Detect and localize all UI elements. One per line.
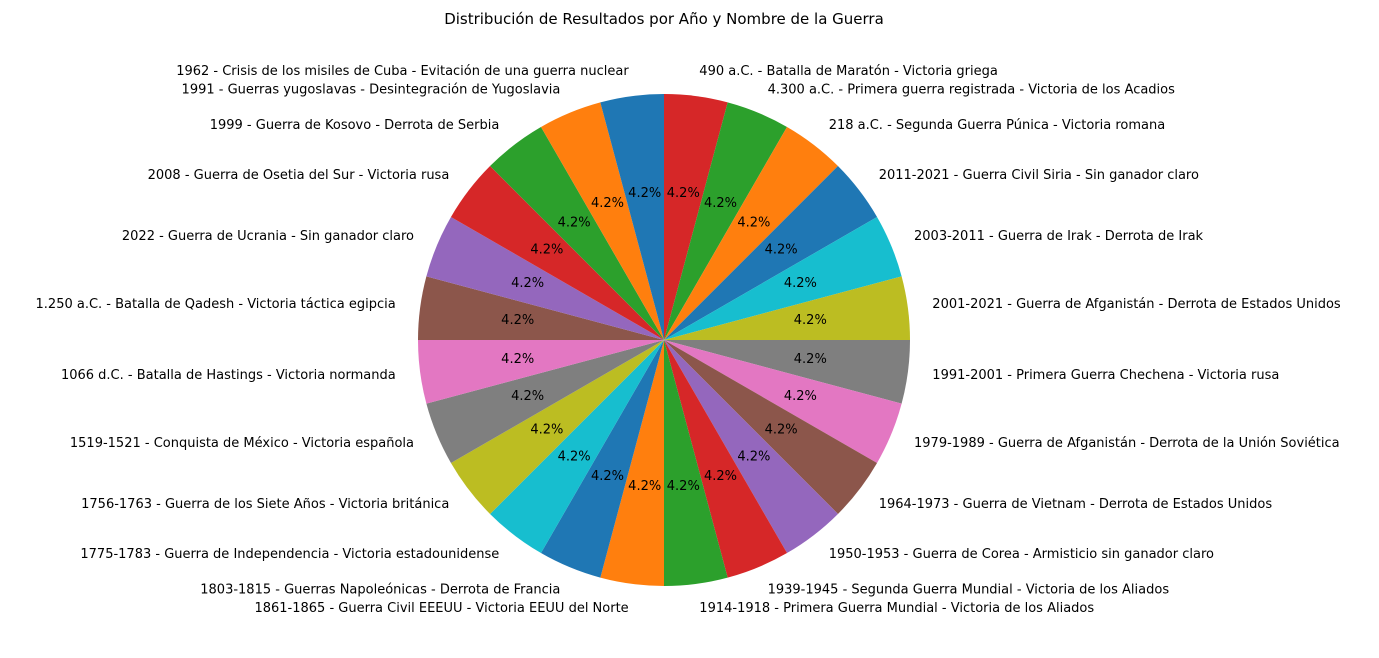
- slice-percent-label: 4.2%: [501, 352, 534, 367]
- pie-slice: [664, 94, 728, 340]
- slice-label: 218 a.C. - Segunda Guerra Púnica - Victo…: [829, 118, 1166, 133]
- pie-slices: [417, 94, 910, 586]
- slice-label: 1991 - Guerras yugoslavas - Desintegraci…: [182, 83, 561, 98]
- slice-label: 1519-1521 - Conquista de México - Victor…: [70, 436, 414, 451]
- slice-label: 2011-2021 - Guerra Civil Siria - Sin gan…: [879, 168, 1199, 183]
- slice-label: 1962 - Crisis de los misiles de Cuba - E…: [176, 64, 629, 79]
- slice-percent-label: 4.2%: [765, 422, 798, 437]
- slice-label: 1939-1945 - Segunda Guerra Mundial - Vic…: [768, 583, 1170, 598]
- slice-label: 1979-1989 - Guerra de Afganistán - Derro…: [914, 436, 1340, 451]
- pie-slice: [664, 126, 838, 341]
- slice-percent-label: 4.2%: [667, 479, 700, 494]
- pie-slice: [600, 340, 664, 586]
- pie-slice: [541, 340, 664, 578]
- slice-percent-label: 4.2%: [784, 389, 817, 404]
- slice-label: 1066 d.C. - Batalla de Hastings - Victor…: [61, 368, 396, 383]
- slice-percent-label: 4.2%: [784, 276, 817, 291]
- slice-label: 1756-1763 - Guerra de los Siete Años - V…: [81, 497, 449, 512]
- slice-percent-label: 4.2%: [530, 243, 563, 258]
- pie-slice: [664, 276, 910, 340]
- slice-label: 2003-2011 - Guerra de Irak - Derrota de …: [914, 229, 1204, 244]
- slice-percent-label: 4.2%: [501, 313, 534, 328]
- pie-slice: [664, 340, 728, 586]
- pie-slice: [450, 166, 664, 340]
- slice-percent-label: 4.2%: [794, 313, 827, 328]
- slice-label: 2022 - Guerra de Ucrania - Sin ganador c…: [122, 229, 414, 244]
- slice-label: 1914-1918 - Primera Guerra Mundial - Vic…: [699, 601, 1094, 616]
- pie-slice: [664, 340, 838, 554]
- slice-label: 1999 - Guerra de Kosovo - Derrota de Ser…: [210, 118, 500, 133]
- slice-percent-label: 4.2%: [737, 215, 770, 230]
- slice-percent-label: 4.2%: [628, 186, 661, 201]
- percent-labels: 4.2%4.2%4.2%4.2%4.2%4.2%4.2%4.2%4.2%4.2%…: [501, 186, 827, 494]
- slice-labels: 490 a.C. - Batalla de Maratón - Victoria…: [36, 64, 1341, 616]
- slice-label: 2001-2021 - Guerra de Afganistán - Derro…: [932, 297, 1341, 312]
- slice-percent-label: 4.2%: [558, 215, 591, 230]
- pie-slice: [417, 340, 664, 404]
- pie-slice: [664, 340, 787, 578]
- pie-slice: [600, 94, 664, 340]
- pie-slice: [664, 340, 902, 463]
- slice-percent-label: 4.2%: [530, 422, 563, 437]
- slice-percent-label: 4.2%: [591, 196, 624, 211]
- pie-slice: [490, 126, 664, 341]
- slice-percent-label: 4.2%: [704, 196, 737, 211]
- pie-slice: [450, 340, 664, 514]
- slice-percent-label: 4.2%: [704, 469, 737, 484]
- slice-percent-label: 4.2%: [737, 450, 770, 465]
- slice-percent-label: 4.2%: [628, 479, 661, 494]
- pie-slice: [664, 340, 878, 514]
- pie-slice: [417, 276, 664, 340]
- slice-percent-label: 4.2%: [667, 186, 700, 201]
- pie-slice: [426, 217, 664, 340]
- slice-label: 490 a.C. - Batalla de Maratón - Victoria…: [699, 64, 998, 79]
- slice-percent-label: 4.2%: [591, 469, 624, 484]
- pie-slice: [541, 102, 664, 340]
- slice-label: 2008 - Guerra de Osetia del Sur - Victor…: [148, 168, 450, 183]
- slice-percent-label: 4.2%: [794, 352, 827, 367]
- pie-slice: [664, 102, 787, 340]
- slice-label: 1991-2001 - Primera Guerra Chechena - Vi…: [932, 368, 1279, 383]
- slice-label: 1964-1973 - Guerra de Vietnam - Derrota …: [879, 497, 1273, 512]
- pie-slice: [490, 340, 664, 554]
- slice-percent-label: 4.2%: [511, 276, 544, 291]
- pie-slice: [664, 217, 902, 340]
- slice-label: 1950-1953 - Guerra de Corea - Armisticio…: [829, 547, 1214, 562]
- slice-label: 1861-1865 - Guerra Civil EEEUU - Victori…: [254, 601, 628, 616]
- slice-percent-label: 4.2%: [765, 243, 798, 258]
- pie-slice: [426, 340, 664, 463]
- slice-percent-label: 4.2%: [558, 450, 591, 465]
- slice-label: 1803-1815 - Guerras Napoleónicas - Derro…: [200, 583, 560, 598]
- pie-slice: [664, 166, 878, 340]
- slice-label: 4.300 a.C. - Primera guerra registrada -…: [768, 83, 1176, 98]
- slice-percent-label: 4.2%: [511, 389, 544, 404]
- slice-label: 1.250 a.C. - Batalla de Qadesh - Victori…: [36, 297, 396, 312]
- slice-label: 1775-1783 - Guerra de Independencia - Vi…: [80, 547, 499, 562]
- pie-slice: [664, 340, 910, 404]
- chart-title: Distribución de Resultados por Año y Nom…: [444, 10, 884, 28]
